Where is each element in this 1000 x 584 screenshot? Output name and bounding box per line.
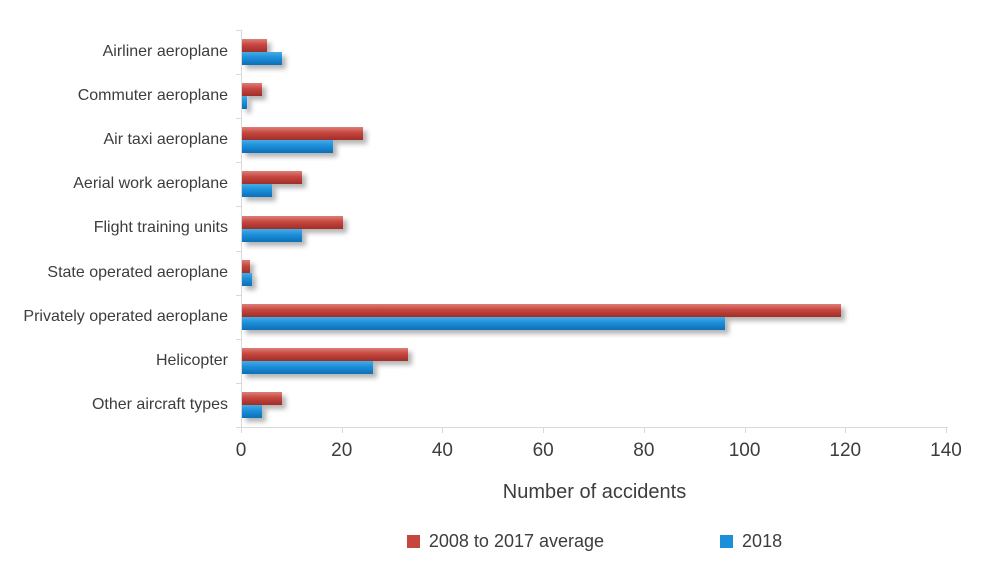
bar-average (242, 83, 263, 97)
legend-label-average: 2008 to 2017 average (428, 531, 605, 551)
y-tick-mark (236, 383, 242, 384)
bar-2018 (242, 140, 333, 154)
x-tick-mark (543, 427, 545, 433)
x-tick-label: 40 (431, 440, 453, 461)
x-axis-line (241, 427, 948, 428)
y-tick-mark (236, 30, 242, 31)
category-label: Commuter aeroplane (77, 87, 228, 105)
legend-label-2018: 2018 (742, 531, 783, 551)
category-label: Flight training units (93, 219, 228, 237)
x-tick-mark (946, 427, 947, 433)
bar-average (242, 39, 268, 53)
x-tick-mark (442, 427, 444, 433)
legend-swatch-average-icon (406, 535, 420, 548)
bar-average (242, 171, 303, 185)
x-tick-mark (643, 427, 645, 433)
y-tick-mark (236, 118, 242, 119)
legend-item-average: 2008 to 2017 average (406, 531, 605, 552)
bar-average (242, 127, 363, 141)
x-tick-label: 0 (235, 440, 247, 461)
category-label: Helicopter (155, 351, 228, 369)
bar-average (242, 215, 343, 229)
y-tick-mark (236, 162, 242, 163)
x-tick-label: 20 (331, 440, 353, 461)
x-tick-label: 120 (829, 440, 862, 461)
y-tick-mark (236, 74, 242, 75)
x-tick-mark (241, 427, 242, 433)
y-tick-mark (236, 206, 242, 207)
legend-swatch-2018-icon (720, 535, 734, 548)
category-label: State operated aeroplane (47, 263, 228, 281)
bar-2018 (242, 404, 263, 418)
y-tick-mark (236, 251, 242, 252)
category-label: Air taxi aeroplane (103, 131, 228, 149)
bar-2018 (242, 316, 726, 330)
y-tick-mark (236, 427, 242, 428)
x-tick-label: 100 (728, 440, 761, 461)
x-axis-title: Number of accidents (502, 481, 687, 503)
y-tick-mark (236, 295, 242, 296)
x-tick-label: 80 (633, 440, 655, 461)
category-label: Airliner aeroplane (102, 43, 228, 61)
y-tick-mark (236, 339, 242, 340)
bar-2018 (242, 360, 373, 374)
legend: 2008 to 2017 average 2018 (242, 531, 947, 552)
bar-2018 (242, 272, 253, 286)
bar-2018 (242, 96, 248, 110)
category-label: Aerial work aeroplane (73, 175, 228, 193)
bar-2018 (242, 228, 303, 242)
x-tick-label: 60 (532, 440, 554, 461)
bar-average (242, 259, 250, 273)
bar-average (242, 303, 842, 317)
bar-average (242, 347, 409, 361)
category-label: Other aircraft types (91, 395, 228, 413)
bar-average (242, 391, 283, 405)
x-tick-mark (744, 427, 746, 433)
bar-2018 (242, 52, 283, 66)
x-tick-label: 140 (930, 440, 962, 461)
x-tick-mark (845, 427, 847, 433)
category-label: Privately operated aeroplane (23, 307, 228, 325)
y-axis-line (241, 30, 242, 428)
bar-2018 (242, 184, 273, 198)
x-tick-mark (341, 427, 343, 433)
legend-item-2018: 2018 (720, 531, 782, 552)
